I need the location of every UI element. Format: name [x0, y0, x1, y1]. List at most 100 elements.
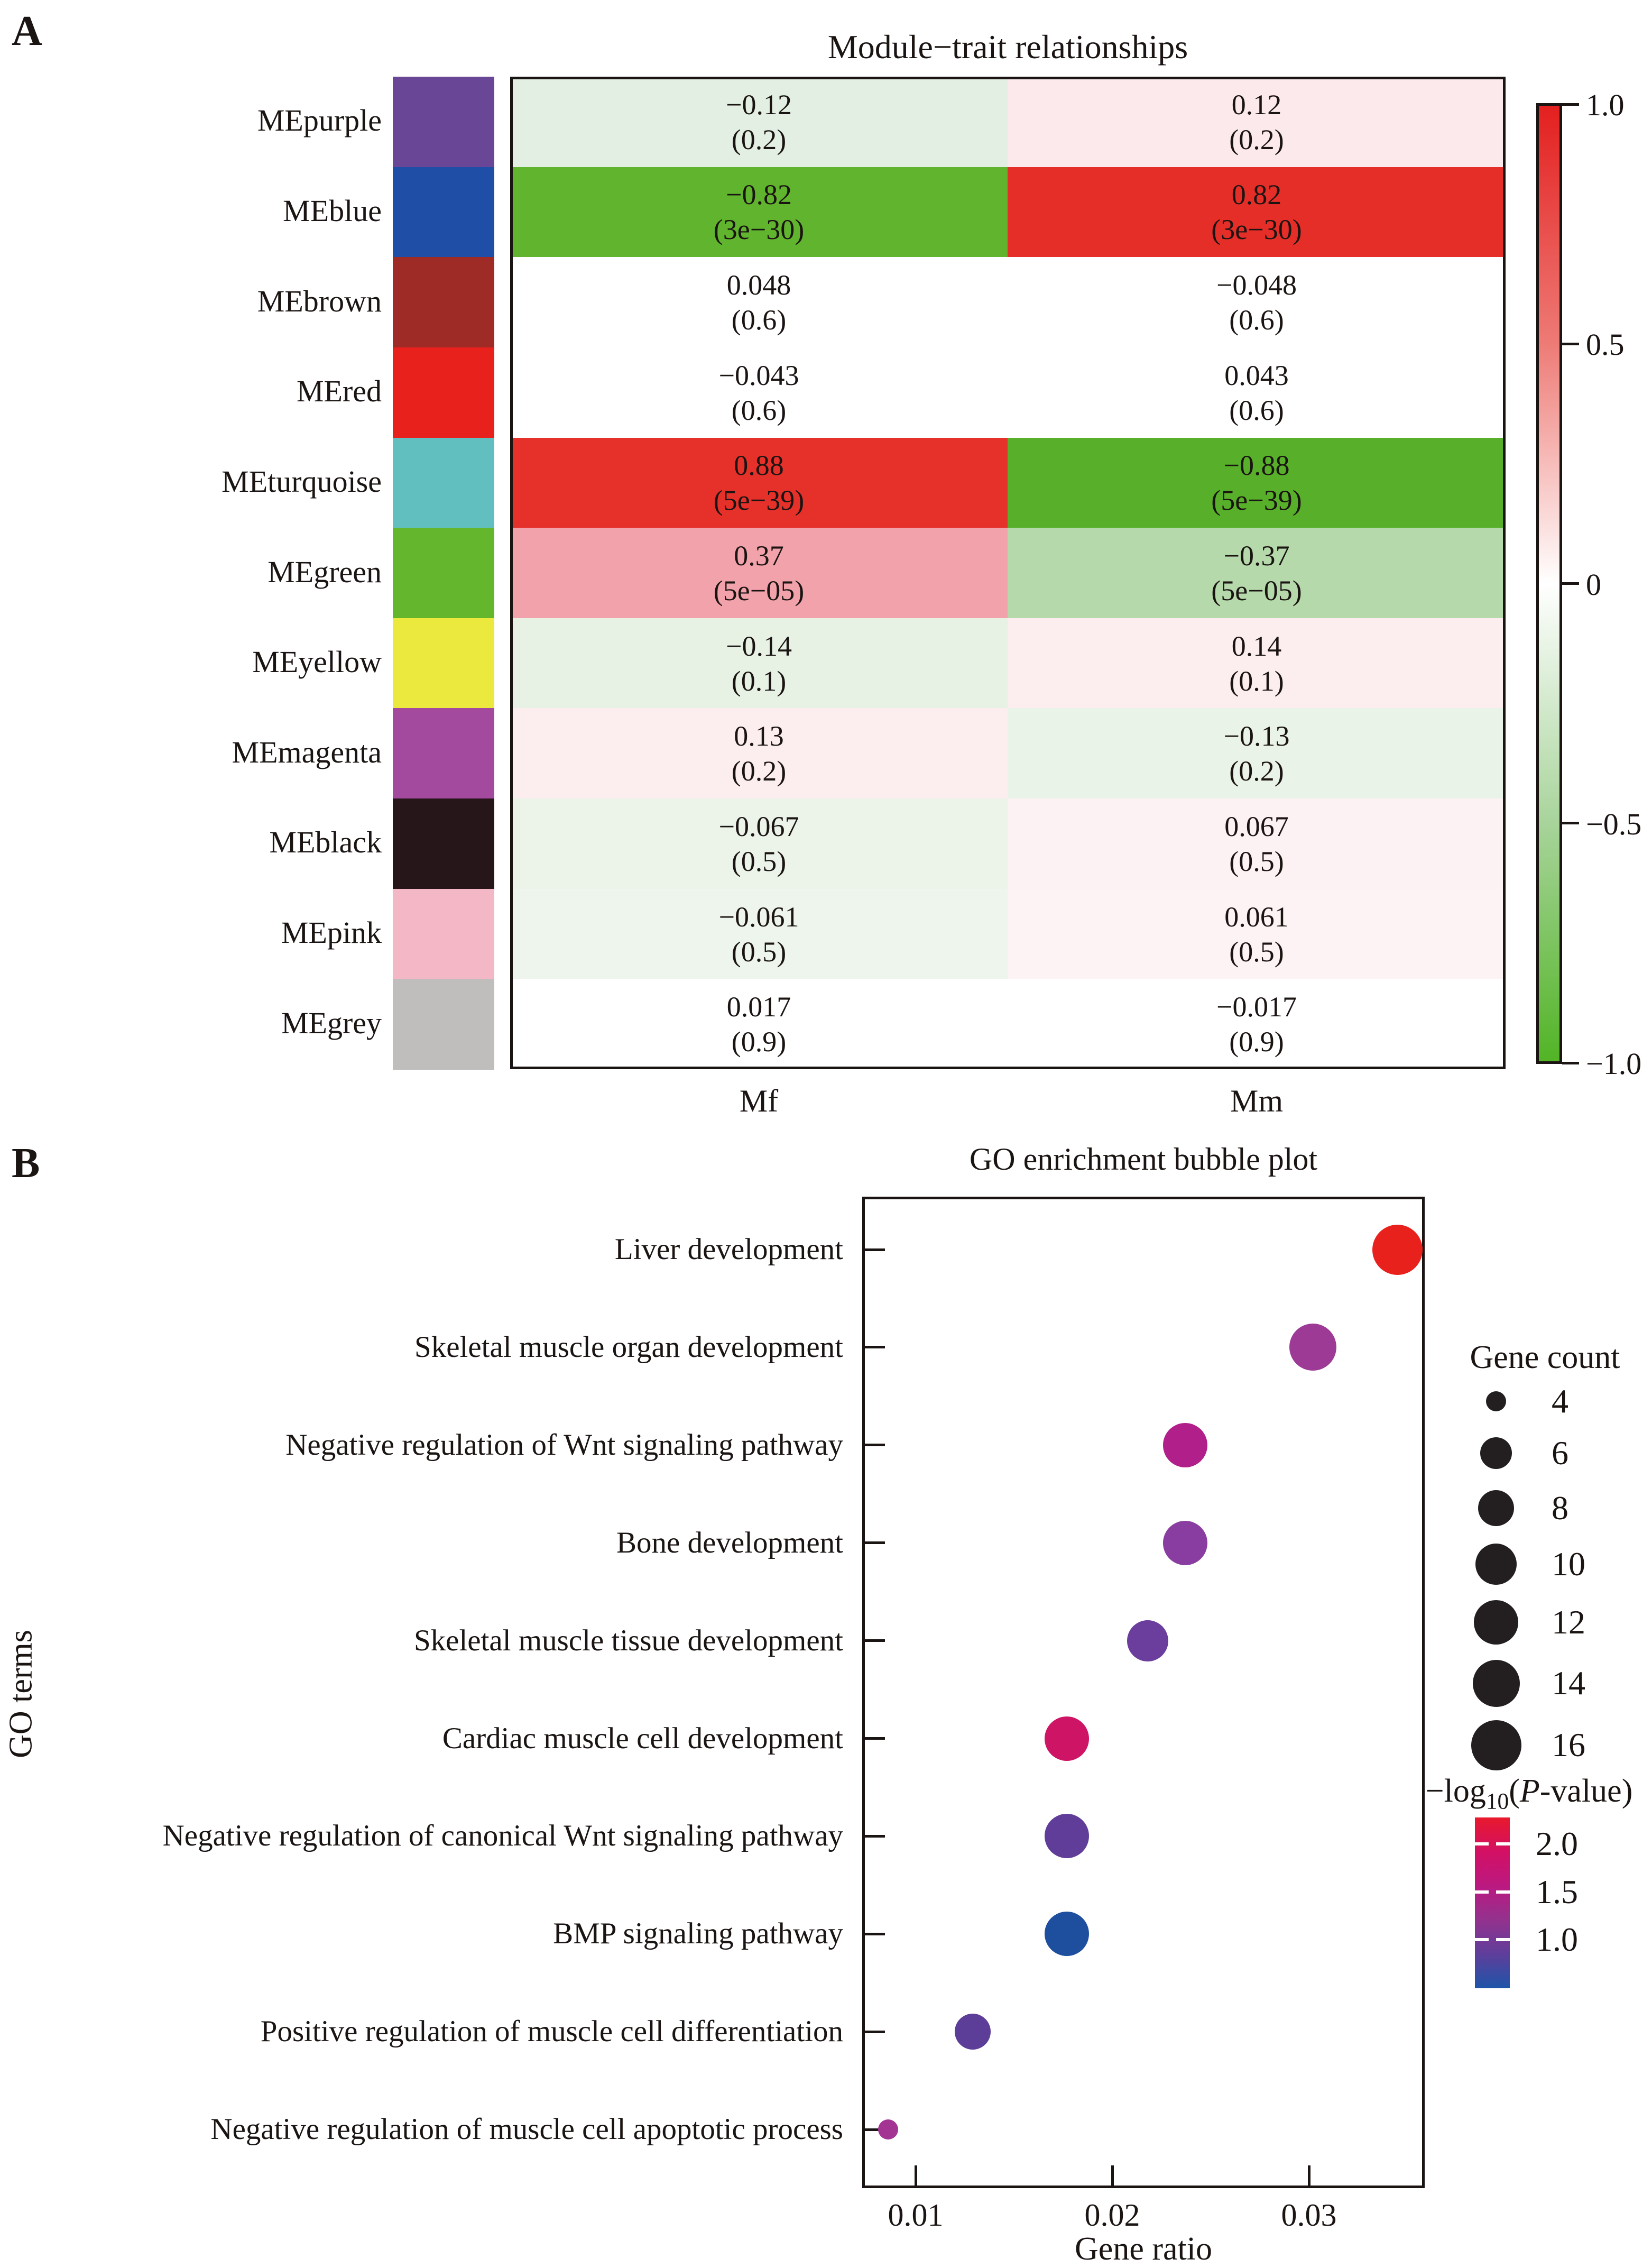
module-label-MEpurple: MEpurple [257, 103, 382, 138]
x-tick-mark [914, 2165, 917, 2186]
go-term-label: Negative regulation of muscle cell apopt… [210, 2113, 843, 2146]
cell-correlation: 0.017 [726, 991, 791, 1023]
gene-count-label-12: 12 [1552, 1603, 1585, 1641]
y-tick-mark [865, 1639, 885, 1642]
cell-pvalue: (0.5) [731, 845, 787, 877]
cell-correlation: −0.37 [1223, 540, 1290, 572]
go-term-label: Positive regulation of muscle cell diffe… [260, 2015, 843, 2049]
gene-count-dot-14 [1472, 1659, 1520, 1707]
pvalue-tick-right [1496, 1890, 1510, 1894]
bubble-plot-title: GO enrichment bubble plot [969, 1142, 1318, 1177]
cell-pvalue: (0.2) [1229, 755, 1284, 787]
x-tick-mark [1111, 2165, 1114, 2186]
heatmap-cell-MEred-mf: −0.043 (0.6) [510, 347, 1008, 438]
y-tick-mark [865, 1737, 885, 1740]
pvalue-tick-right [1496, 1842, 1510, 1845]
heatmap-cell-MEyellow-mm: 0.14 (0.1) [1008, 618, 1506, 709]
heatmap-col-label-mm: Mm [1230, 1084, 1284, 1118]
module-label-MEblue: MEblue [283, 193, 382, 228]
go-term-label: Bone development [616, 1526, 843, 1559]
colorbar-tick-label-0.5: 0.5 [1586, 327, 1625, 362]
cell-correlation: 0.88 [734, 449, 784, 482]
heatmap-title: Module−trait relationships [827, 28, 1188, 66]
cell-correlation: 0.043 [1224, 359, 1289, 391]
gene-count-label-16: 16 [1552, 1726, 1585, 1764]
cell-pvalue: (3e−30) [713, 214, 805, 246]
bubble-cardiac-muscle-cell-development [1045, 1716, 1090, 1761]
cell-correlation: −0.048 [1216, 269, 1297, 301]
module-label-MEpink: MEpink [281, 915, 382, 950]
bubble-bone-development [1162, 1520, 1207, 1565]
pvalue-tick-left [1475, 1938, 1489, 1941]
bubble-negative-regulation-of-canonical-wnt-signaling-pathway [1045, 1814, 1090, 1859]
y-tick-mark [865, 1834, 885, 1838]
gene-count-dot-6 [1480, 1437, 1512, 1469]
heatmap-cell-MEgrey-mf: 0.017 (0.9) [510, 979, 1008, 1070]
heatmap-cell-MEblue-mm: 0.82 (3e−30) [1008, 167, 1506, 258]
cell-correlation: −0.12 [726, 88, 792, 121]
y-tick-mark [865, 1932, 885, 1935]
cell-correlation: −0.067 [718, 810, 799, 842]
cell-pvalue: (0.2) [1229, 123, 1284, 155]
pvalue-legend-title: −log10(P-value) [1406, 1773, 1652, 1814]
cell-pvalue: (5e−05) [713, 575, 805, 607]
heatmap-cell-MEpink-mf: −0.061 (0.5) [510, 888, 1008, 980]
bubble-liver-development [1372, 1224, 1423, 1275]
gene-count-dot-8 [1478, 1490, 1514, 1526]
module-label-MEblack: MEblack [269, 825, 382, 860]
heatmap-cell-MEblack-mf: −0.067 (0.5) [510, 798, 1008, 889]
cell-correlation: −0.13 [1223, 720, 1290, 752]
cell-pvalue: (0.6) [1229, 394, 1284, 426]
y-tick-mark [865, 1346, 885, 1349]
colorbar-tick-label-−0.5: −0.5 [1586, 806, 1642, 841]
x-tick-0.01: 0.01 [888, 2198, 944, 2233]
pvalue-tick-label-1.0: 1.0 [1536, 1921, 1578, 1958]
cell-pvalue: (0.5) [1229, 845, 1284, 877]
y-tick-mark [865, 1248, 885, 1251]
colorbar-tick-−0.5 [1562, 822, 1579, 825]
heatmap-cell-MEgreen-mm: −0.37 (5e−05) [1008, 528, 1506, 619]
gene-count-label-14: 14 [1552, 1664, 1585, 1702]
y-tick-mark [865, 1444, 885, 1447]
gene-count-dot-4 [1486, 1391, 1506, 1411]
bubble-skeletal-muscle-organ-development [1289, 1324, 1336, 1371]
go-term-label: Liver development [614, 1233, 843, 1266]
module-swatch-MEpurple [393, 77, 494, 168]
gene-count-dot-10 [1475, 1544, 1517, 1585]
y-tick-mark [865, 2030, 885, 2033]
go-term-label: Negative regulation of canonical Wnt sig… [162, 1819, 843, 1853]
gene-count-legend-title: Gene count [1470, 1339, 1620, 1375]
heatmap-cell-MEturquoise-mm: −0.88 (5e−39) [1008, 437, 1506, 529]
module-label-MEred: MEred [296, 374, 382, 409]
heatmap-cell-MEpink-mm: 0.061 (0.5) [1008, 888, 1506, 980]
gene-count-dot-16 [1471, 1720, 1521, 1770]
x-axis-title: Gene ratio [1075, 2231, 1212, 2267]
cell-correlation: 0.37 [734, 540, 784, 572]
colorbar-tick-label-−1.0: −1.0 [1586, 1046, 1642, 1081]
module-label-MEturquoise: MEturquoise [222, 464, 382, 499]
colorbar-tick-0 [1562, 582, 1579, 585]
cell-correlation: 0.13 [734, 720, 784, 752]
heatmap-border [510, 77, 1506, 1069]
module-label-MEgrey: MEgrey [281, 1005, 382, 1040]
cell-pvalue: (5e−39) [713, 484, 805, 517]
bubble-skeletal-muscle-tissue-development [1127, 1620, 1168, 1661]
pvalue-title-suffix: -value) [1539, 1773, 1633, 1809]
cell-correlation: −0.14 [726, 630, 792, 662]
pvalue-title-sub: 10 [1485, 1788, 1509, 1814]
module-swatch-MEmagenta [393, 708, 494, 800]
y-tick-mark [865, 2128, 885, 2131]
x-tick-mark [1307, 2165, 1310, 2186]
bubble-plot-frame [862, 1197, 1425, 2188]
gene-count-label-8: 8 [1552, 1489, 1568, 1527]
panel-a-letter: A [12, 8, 42, 54]
module-swatch-MEbrown [393, 257, 494, 348]
cell-pvalue: (0.2) [731, 755, 787, 787]
cell-pvalue: (0.5) [1229, 935, 1284, 968]
cell-correlation: 0.048 [726, 269, 791, 301]
bubble-negative-regulation-of-muscle-cell-apoptotic-process [878, 2119, 898, 2140]
heatmap-cell-MEpurple-mm: 0.12 (0.2) [1008, 77, 1506, 168]
cell-correlation: −0.82 [726, 179, 792, 211]
cell-pvalue: (0.2) [731, 123, 787, 155]
